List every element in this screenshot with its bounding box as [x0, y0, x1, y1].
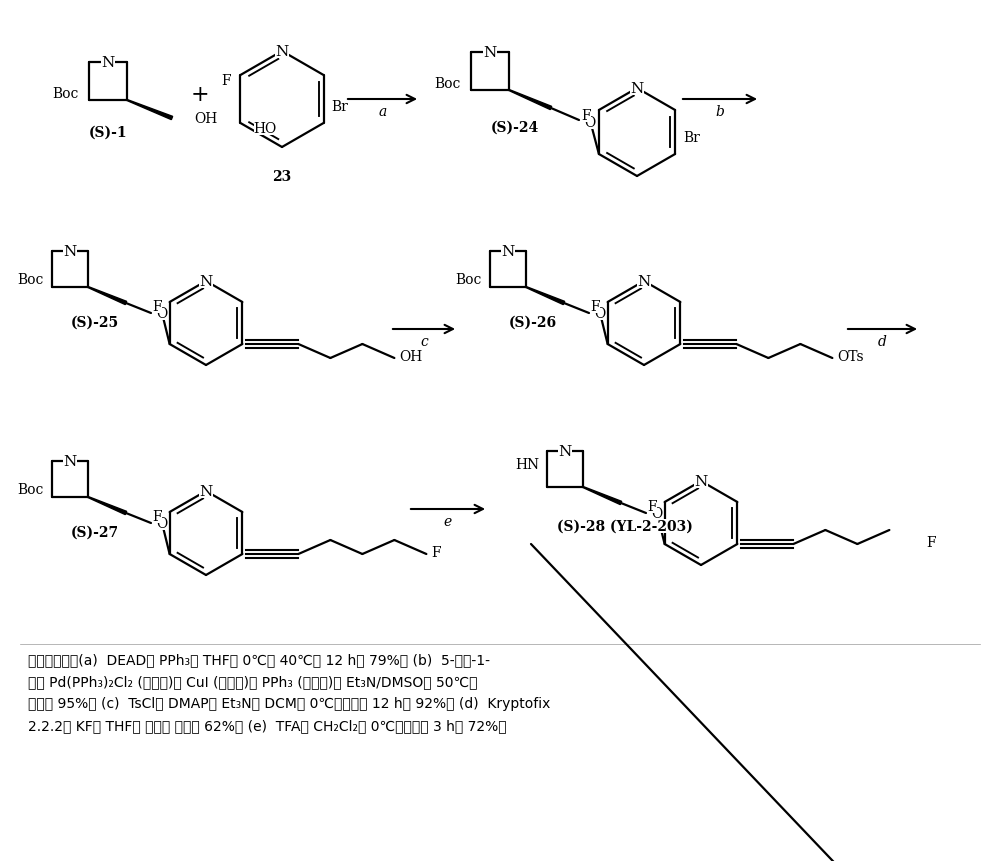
Text: 2.2.2， KF， THF， 回流， 过夜， 62%； (e)  TFA， CH₂Cl₂， 0℃至室温， 3 h， 72%。: 2.2.2， KF， THF， 回流， 过夜， 62%； (e) TFA， CH…	[28, 718, 507, 732]
Text: d: d	[878, 335, 887, 349]
Text: N: N	[275, 45, 289, 59]
Text: (S)-28 (YL-2-203): (S)-28 (YL-2-203)	[557, 519, 693, 533]
Text: Boc: Boc	[53, 87, 79, 101]
Text: Boc: Boc	[456, 273, 482, 287]
Text: F: F	[221, 74, 230, 88]
Text: N: N	[637, 275, 651, 288]
Text: N: N	[63, 245, 77, 258]
Polygon shape	[526, 288, 565, 306]
Polygon shape	[88, 497, 127, 515]
Text: F: F	[647, 499, 657, 513]
Text: OTs: OTs	[837, 350, 864, 363]
Text: N: N	[101, 56, 115, 70]
Text: 23: 23	[272, 170, 292, 183]
Text: O: O	[584, 116, 595, 130]
Text: OH: OH	[399, 350, 423, 363]
Text: (S)-1: (S)-1	[89, 126, 127, 139]
Text: (S)-27: (S)-27	[71, 525, 119, 539]
Text: Boc: Boc	[18, 273, 44, 287]
Text: O: O	[156, 307, 167, 320]
Text: Boc: Boc	[435, 77, 461, 91]
Text: (S)-24: (S)-24	[491, 121, 539, 135]
Text: HO: HO	[254, 122, 277, 136]
Text: O: O	[594, 307, 605, 320]
Text: 过夜， 95%； (c)  TsCl， DMAP， Et₃N， DCM， 0℃至室温， 12 h， 92%； (d)  Kryptofix: 过夜， 95%； (c) TsCl， DMAP， Et₃N， DCM， 0℃至室…	[28, 697, 550, 710]
Polygon shape	[509, 90, 552, 110]
Text: F: F	[152, 510, 162, 523]
Text: N: N	[630, 82, 644, 96]
Text: HN: HN	[515, 457, 539, 472]
Text: 试剂和条件：(a)  DEAD， PPh₃， THF， 0℃至 40℃， 12 h， 79%； (b)  5-己冱-1-: 试剂和条件：(a) DEAD， PPh₃， THF， 0℃至 40℃， 12 h…	[28, 653, 490, 666]
Text: N: N	[483, 46, 497, 60]
Polygon shape	[583, 487, 622, 505]
Polygon shape	[127, 101, 173, 121]
Text: b: b	[716, 105, 724, 119]
Text: (S)-26: (S)-26	[509, 316, 557, 330]
Text: e: e	[444, 514, 452, 529]
Text: N: N	[558, 444, 572, 458]
Text: Br: Br	[683, 131, 700, 145]
Text: OH: OH	[194, 112, 217, 126]
Text: Br: Br	[332, 100, 348, 114]
Text: F: F	[152, 300, 162, 313]
Text: N: N	[199, 485, 213, 499]
Text: F: F	[431, 545, 441, 560]
Text: 醇， Pd(PPh₃)₂Cl₂ (催化量)， CuI (催化量)， PPh₃ (催化量)， Et₃N/DMSO， 50℃，: 醇， Pd(PPh₃)₂Cl₂ (催化量)， CuI (催化量)， PPh₃ (…	[28, 674, 478, 688]
Text: N: N	[199, 275, 213, 288]
Text: Boc: Boc	[18, 482, 44, 497]
Text: O: O	[156, 517, 167, 530]
Text: O: O	[651, 506, 662, 520]
Text: F: F	[581, 108, 591, 123]
Text: (S)-25: (S)-25	[71, 316, 119, 330]
Text: F: F	[590, 300, 600, 313]
Text: +: +	[191, 84, 209, 106]
Text: N: N	[501, 245, 515, 258]
Polygon shape	[88, 288, 127, 306]
Text: N: N	[694, 474, 708, 488]
Text: F: F	[926, 536, 936, 549]
Text: N: N	[63, 455, 77, 468]
Text: a: a	[378, 105, 387, 119]
Text: c: c	[420, 335, 428, 349]
